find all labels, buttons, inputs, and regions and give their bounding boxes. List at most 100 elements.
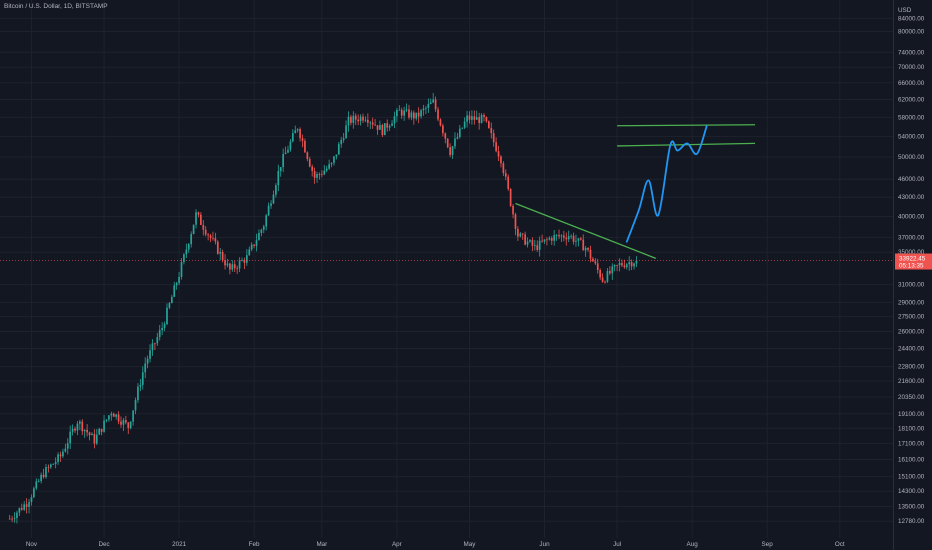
price-tick-label: 35000.00 bbox=[898, 249, 925, 256]
candle-body bbox=[337, 144, 340, 155]
candle-body bbox=[611, 266, 614, 274]
candle-body bbox=[480, 114, 483, 124]
candle-body bbox=[502, 163, 505, 174]
candle-body bbox=[398, 109, 401, 111]
candle-body bbox=[458, 128, 461, 138]
candle-body bbox=[623, 265, 626, 268]
symbol-legend: Bitcoin / U.S. Dollar, 1D, BITSTAMP bbox=[4, 3, 108, 10]
candle-body bbox=[471, 116, 473, 120]
candle-body bbox=[519, 233, 522, 237]
candle-body bbox=[156, 337, 159, 344]
candle-body bbox=[313, 171, 316, 178]
candle-body bbox=[282, 154, 284, 168]
candle-body bbox=[23, 504, 26, 510]
candle-body bbox=[195, 212, 197, 225]
candle-body bbox=[25, 504, 28, 507]
candle-body bbox=[170, 296, 173, 304]
candle-body bbox=[400, 109, 403, 116]
candle-body bbox=[173, 285, 176, 297]
candle-body bbox=[420, 110, 422, 117]
candle-body bbox=[229, 263, 231, 270]
candle-body bbox=[272, 194, 275, 204]
candle-body bbox=[117, 414, 120, 422]
candle-body bbox=[192, 224, 195, 234]
candle-body bbox=[306, 152, 309, 160]
candle-body bbox=[175, 283, 178, 286]
candle-body bbox=[187, 244, 190, 250]
candle-body bbox=[357, 119, 360, 122]
candle-body bbox=[120, 421, 122, 425]
price-tick-label: 50000.00 bbox=[898, 154, 925, 161]
price-axis[interactable]: 12780.00 13500.00 14300.00 15100.00 16100.00… bbox=[898, 7, 925, 525]
price-tick-label: 18100.00 bbox=[898, 425, 925, 432]
candle-body bbox=[369, 122, 372, 124]
candle-body bbox=[316, 174, 318, 178]
candle-body bbox=[630, 262, 633, 267]
candle-body bbox=[270, 203, 272, 206]
candle-body bbox=[495, 142, 497, 152]
candle-body bbox=[129, 421, 132, 429]
candle-body bbox=[584, 247, 587, 251]
candle-body bbox=[134, 400, 137, 411]
time-tick-label: Apr bbox=[392, 541, 402, 548]
candle-body bbox=[587, 247, 589, 250]
candle-body bbox=[533, 245, 536, 246]
candle-body bbox=[91, 433, 93, 436]
candle-body bbox=[47, 467, 50, 468]
candle-body bbox=[497, 151, 500, 157]
candle-body bbox=[79, 421, 81, 424]
candle-body bbox=[20, 508, 23, 510]
candle-body bbox=[454, 138, 456, 147]
candle-body bbox=[475, 117, 478, 120]
candle-body bbox=[253, 244, 255, 246]
time-tick-label: Jun bbox=[539, 541, 550, 548]
price-tick-label: 66000.00 bbox=[898, 80, 925, 87]
candle-body bbox=[521, 233, 524, 235]
price-tick-label: 37000.00 bbox=[898, 234, 925, 241]
candle-body bbox=[216, 241, 219, 254]
candle-body bbox=[141, 372, 144, 385]
candle-body bbox=[437, 109, 439, 120]
candle-body bbox=[127, 422, 130, 429]
candle-body bbox=[299, 129, 301, 139]
price-tick-label: 14300.00 bbox=[898, 488, 925, 495]
candle-body bbox=[241, 260, 243, 261]
candle-body bbox=[86, 429, 88, 433]
candle-body bbox=[110, 413, 113, 416]
candle-body bbox=[422, 108, 425, 111]
candle-body bbox=[311, 166, 314, 172]
candle-body bbox=[592, 258, 594, 262]
price-tick-label: 13500.00 bbox=[898, 504, 925, 511]
candle-body bbox=[575, 240, 577, 242]
candle-body bbox=[301, 138, 304, 141]
price-tick-label: 31000.00 bbox=[898, 282, 925, 289]
candle-body bbox=[463, 121, 466, 128]
candle-body bbox=[151, 343, 154, 351]
candle-body bbox=[321, 174, 323, 176]
candle-body bbox=[449, 147, 451, 155]
time-tick-label: Jul bbox=[613, 541, 621, 548]
candle-body bbox=[352, 115, 355, 123]
candle-body bbox=[635, 260, 638, 264]
time-tick-label: May bbox=[464, 541, 477, 548]
candle-body bbox=[325, 168, 328, 171]
candle-body bbox=[149, 350, 151, 359]
candle-body bbox=[606, 270, 609, 282]
candle-body bbox=[376, 125, 379, 130]
candle-body bbox=[410, 112, 413, 118]
candle-body bbox=[350, 116, 352, 123]
candle-body bbox=[577, 238, 580, 241]
candle-body bbox=[158, 330, 161, 338]
candle-body bbox=[88, 432, 91, 436]
candle-body bbox=[54, 461, 57, 464]
time-axis[interactable]: Nov Dec 2021 Feb Mar Apr May Jun Jul Aug Sep Oct bbox=[26, 541, 845, 548]
candle-body bbox=[364, 119, 367, 121]
candle-body bbox=[279, 167, 282, 172]
price-tick-label: 17100.00 bbox=[898, 440, 925, 447]
candle-body bbox=[536, 245, 539, 250]
candle-body bbox=[596, 263, 599, 270]
candle-body bbox=[429, 102, 432, 104]
candle-body bbox=[548, 238, 551, 240]
